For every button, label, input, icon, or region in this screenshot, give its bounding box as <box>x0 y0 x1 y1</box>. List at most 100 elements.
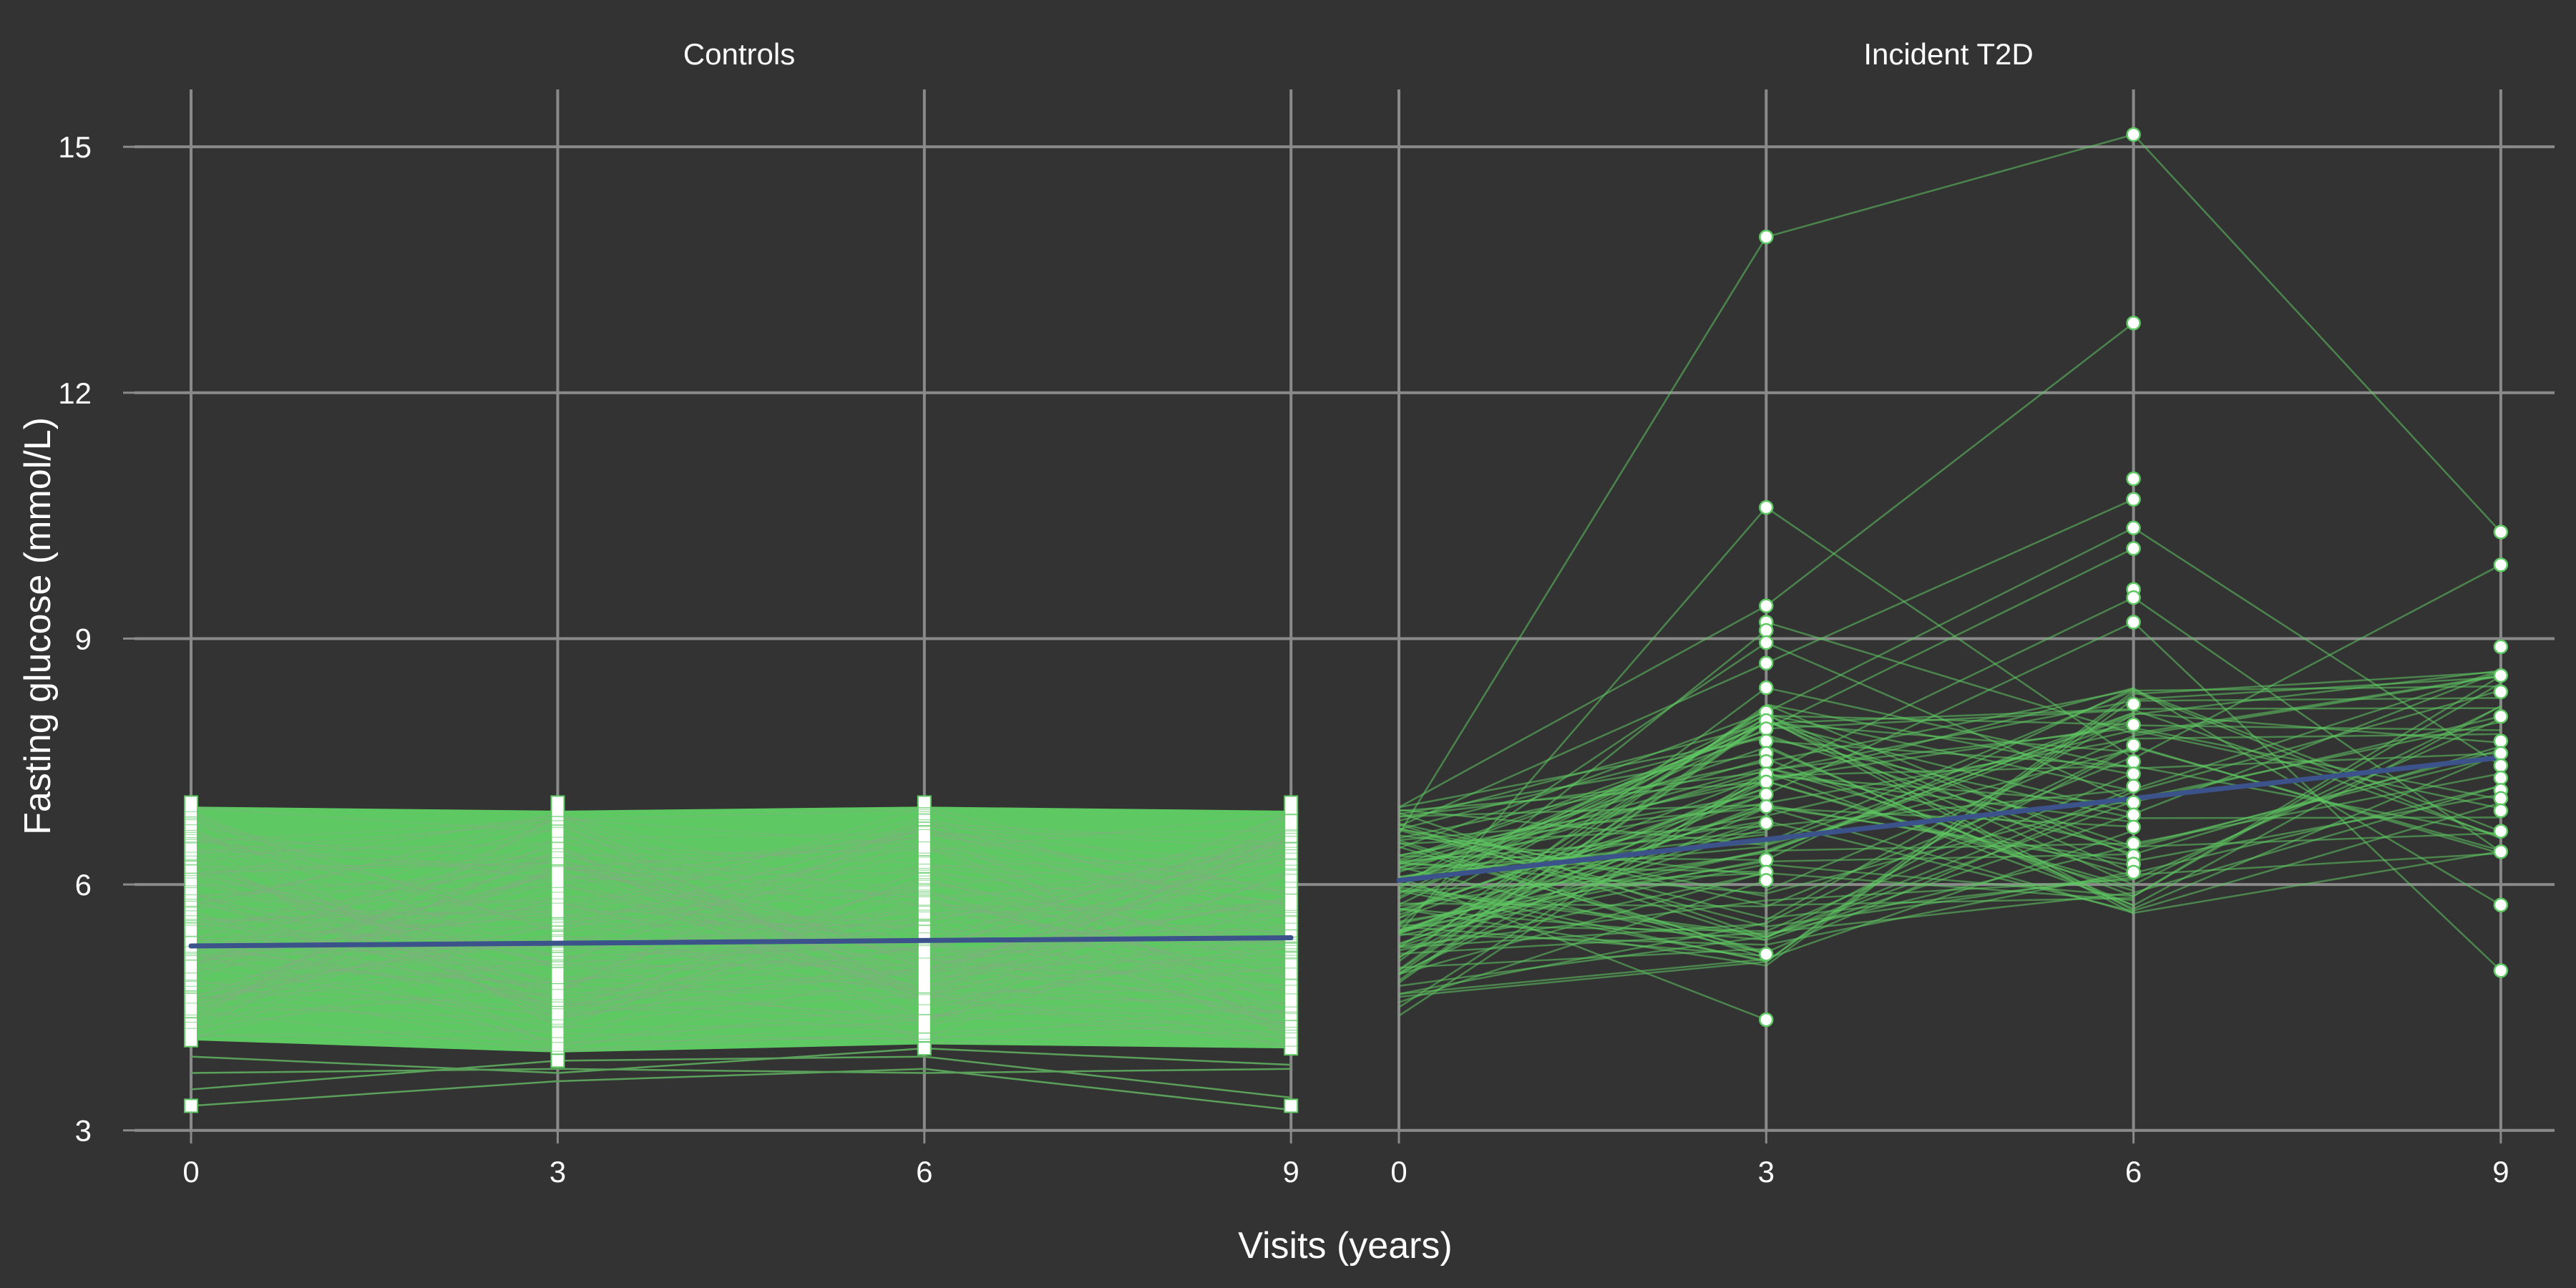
trajectory-line <box>190 1068 1292 1111</box>
data-point <box>2126 492 2141 507</box>
data-point <box>1759 774 1774 790</box>
trajectory-line <box>190 826 1292 1005</box>
data-point <box>2126 590 2141 605</box>
data-point <box>2126 807 2141 822</box>
y-tick-label-6: 6 <box>75 868 92 902</box>
data-point <box>2126 316 2141 331</box>
y-axis-label: Fasting glucose (mmol/L) <box>17 417 59 835</box>
trajectory-line <box>1398 935 1767 987</box>
trajectory-line <box>190 1055 1292 1099</box>
data-point <box>2126 864 2141 880</box>
trajectory-line <box>190 1068 1292 1074</box>
x-tick-label-0: 0 <box>182 1155 199 1189</box>
trajectory-line <box>190 852 1292 941</box>
trajectory-line <box>190 890 1292 1047</box>
trajectory-line <box>190 869 1292 985</box>
trajectory-line <box>190 995 1292 1040</box>
data-point <box>2126 779 2141 794</box>
y-tick-labels: 3 6 9 12 15 <box>58 130 135 1148</box>
marker-column <box>184 795 198 1048</box>
trajectory-line <box>190 942 1292 1034</box>
data-point <box>2493 824 2509 839</box>
trajectory-line <box>190 839 1292 917</box>
data-point <box>1759 499 1774 515</box>
trajectory-line <box>1398 729 2502 878</box>
panel-incident-t2d: 0 3 6 9 Incident T2D <box>1345 37 2555 1189</box>
y-tick-label-3: 3 <box>75 1114 92 1148</box>
y-tick-label-9: 9 <box>75 622 92 655</box>
trajectory-line <box>1398 506 2502 934</box>
trajectory-line <box>1765 829 2135 960</box>
trajectory-line <box>190 834 1292 957</box>
data-point <box>2126 766 2141 781</box>
x-axis-label: Visits (years) <box>1238 1225 1453 1267</box>
trajectory-line <box>190 824 1292 969</box>
data-point <box>1759 229 1774 245</box>
data-point <box>2126 795 2141 810</box>
trajectory-line <box>190 816 1292 1028</box>
marker-column <box>1284 795 1299 1056</box>
panel-controls: 0 3 6 9 Controls <box>135 37 1345 1189</box>
trajectory-line <box>1398 697 2501 1008</box>
data-point <box>1759 635 1774 650</box>
grid-incident-t2d <box>1345 89 2555 1132</box>
trajectory-line <box>1398 670 2502 941</box>
trajectory-line <box>190 859 1292 1013</box>
x-tick-label-9: 9 <box>2492 1155 2509 1189</box>
data-point <box>2126 717 2141 732</box>
trajectory-line <box>1766 714 2134 726</box>
trajectory-line <box>190 821 1292 997</box>
trend-line <box>1396 755 2504 883</box>
data-point <box>2126 471 2141 487</box>
trajectory-line <box>190 911 1292 1038</box>
trajectory-line <box>1398 670 2501 967</box>
x-tick-label-9: 9 <box>1283 1155 1299 1189</box>
data-point <box>1759 680 1774 696</box>
trajectory-line <box>1398 925 1767 957</box>
x-tick-labels-incident-t2d: 0 3 6 9 <box>1390 1132 2509 1189</box>
trajectory-line <box>1398 705 2502 907</box>
data-point <box>1759 799 1774 814</box>
data-point <box>2493 844 2509 859</box>
trajectory-line <box>190 909 1292 1053</box>
trajectory-line <box>190 1011 1292 1040</box>
points-incident-t2d <box>1759 127 2509 1028</box>
trajectory-line <box>1398 765 2502 916</box>
points-controls <box>184 795 1299 1113</box>
trajectory-line <box>190 872 1292 970</box>
data-point <box>1759 733 1774 748</box>
trajectory-line <box>1398 729 1767 862</box>
data-point <box>1759 721 1774 736</box>
trajectory-line <box>1398 685 2501 871</box>
data-point <box>1759 1012 1774 1028</box>
trajectory-line <box>1398 800 2135 938</box>
trajectory-line <box>1398 822 2134 907</box>
trajectory-line <box>190 809 1292 930</box>
trajectory-line <box>190 856 1292 957</box>
trajectory-line <box>1398 669 2502 845</box>
trajectory-line <box>1398 707 2501 888</box>
trajectory-line <box>1398 748 2134 847</box>
trajectory-line <box>1398 947 1767 969</box>
data-point <box>2126 696 2141 712</box>
data-point <box>2493 746 2509 761</box>
data-point <box>2493 963 2509 978</box>
trajectory-line <box>190 862 1292 1048</box>
data-point <box>2493 709 2509 724</box>
trajectory-line <box>1397 133 2502 835</box>
x-tick-label-3: 3 <box>1758 1155 1775 1189</box>
trend-incident-t2d <box>1396 755 2504 883</box>
trajectory-line <box>190 844 1292 976</box>
x-tick-label-6: 6 <box>916 1155 932 1189</box>
data-point <box>2493 668 2509 683</box>
data-point <box>1759 852 1774 867</box>
trajectory-line <box>190 842 1292 999</box>
data-point <box>2126 541 2141 556</box>
trajectory-line <box>190 920 1292 1021</box>
data-point <box>2493 758 2509 774</box>
data-point <box>2493 684 2509 700</box>
data-point <box>1759 786 1774 802</box>
data-point <box>2126 754 2141 769</box>
